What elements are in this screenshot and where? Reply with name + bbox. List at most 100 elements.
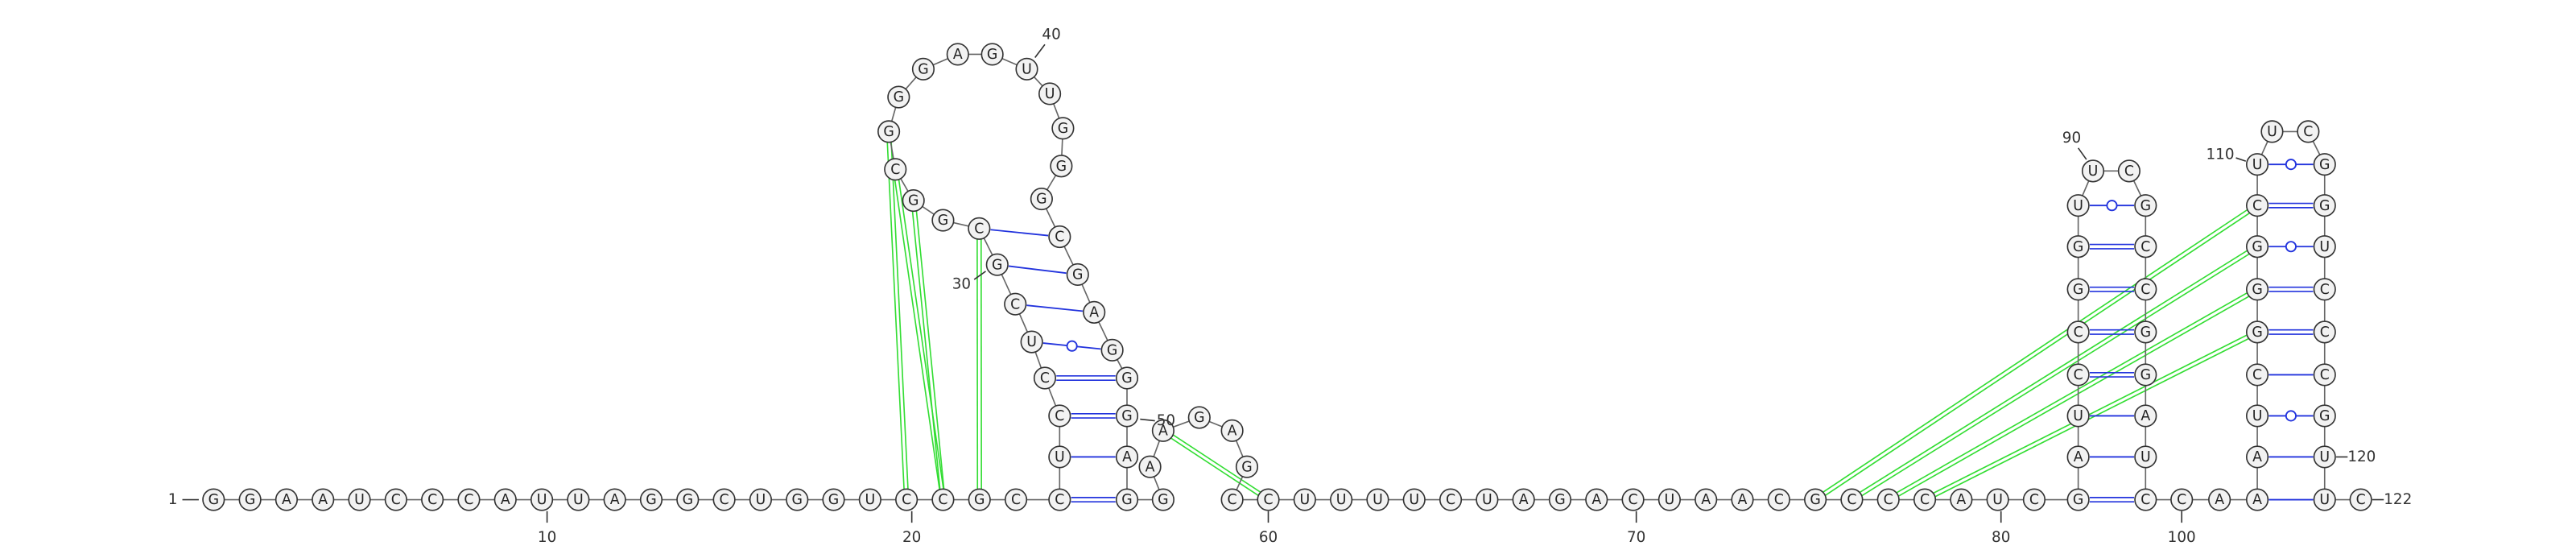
nucleotide-circle bbox=[1033, 366, 1057, 390]
nucleotide-circle bbox=[1004, 488, 1028, 511]
position-label: 10 bbox=[538, 529, 556, 546]
nucleotide-letter: C bbox=[1055, 408, 1064, 424]
nucleotide-letter: C bbox=[391, 492, 401, 508]
nucleotide-circle bbox=[2134, 488, 2157, 511]
nucleotide-letter: U bbox=[865, 492, 875, 508]
position-label: 70 bbox=[1627, 529, 1645, 546]
nucleotide-letter: U bbox=[1026, 334, 1037, 350]
nucleotide-letter: U bbox=[573, 492, 584, 508]
tertiary-line bbox=[1887, 287, 2257, 499]
nucleotide-circle bbox=[1038, 82, 1062, 105]
nucleotide: G bbox=[2134, 194, 2157, 217]
nucleotide-circle bbox=[1051, 117, 1075, 140]
nucleotide-letter: G bbox=[1036, 192, 1046, 208]
tertiary-line bbox=[886, 131, 906, 500]
nucleotide: C bbox=[1257, 488, 1280, 511]
nucleotide-circle bbox=[1115, 404, 1139, 428]
nucleotide: A bbox=[2208, 488, 2231, 511]
nucleotide: U bbox=[2081, 159, 2105, 183]
nucleotide-letter: G bbox=[1072, 267, 1083, 283]
nucleotide-circle bbox=[2022, 488, 2046, 511]
tertiary-line bbox=[1816, 206, 2259, 502]
nucleotide-circle bbox=[1083, 300, 1106, 324]
nucleotide-circle bbox=[2313, 404, 2336, 428]
nucleotide-letter: U bbox=[1055, 449, 1065, 465]
nucleotide-circle bbox=[2260, 120, 2284, 143]
nucleotide-circle bbox=[2081, 159, 2105, 183]
pair-line bbox=[1008, 265, 1067, 275]
nucleotide: G bbox=[968, 488, 991, 511]
nucleotide-circle bbox=[1439, 488, 1463, 511]
nucleotide: G bbox=[1050, 155, 1073, 178]
nucleotide: U bbox=[2134, 445, 2157, 469]
nucleotide-circle bbox=[902, 189, 925, 213]
nucleotide: U bbox=[1986, 488, 2009, 511]
nucleotide-circle bbox=[1115, 445, 1139, 469]
nucleotide: U bbox=[1330, 488, 1353, 511]
nucleotide: U bbox=[1402, 488, 1426, 511]
nucleotide-letter: G bbox=[1121, 408, 1132, 424]
nucleotide-letter: G bbox=[987, 47, 997, 63]
nucleotide-letter: G bbox=[2073, 239, 2083, 255]
nucleotide: A bbox=[603, 488, 626, 511]
nucleotide-circle bbox=[1950, 488, 1973, 511]
nucleotide-letter: A bbox=[1146, 459, 1155, 475]
tertiary-line bbox=[910, 201, 942, 500]
nucleotide-circle bbox=[2134, 194, 2157, 217]
nucleotide-circle bbox=[1913, 488, 1937, 511]
nucleotide-letter: G bbox=[2140, 367, 2151, 383]
nucleotide-letter: C bbox=[1228, 492, 1237, 508]
nucleotide: A bbox=[1115, 445, 1139, 469]
nucleotide: U bbox=[2066, 194, 2090, 217]
nucleotide: G bbox=[1115, 366, 1139, 390]
nucleotide: G bbox=[2134, 363, 2157, 387]
nucleotide-letter: G bbox=[2140, 325, 2151, 341]
nucleotide: G bbox=[202, 488, 225, 511]
nucleotide-letter: C bbox=[1847, 492, 1856, 508]
nucleotide-letter: G bbox=[1158, 492, 1168, 508]
nucleotide: C bbox=[2134, 235, 2157, 258]
nucleotide-letter: C bbox=[1446, 492, 1455, 508]
nucleotide-letter: G bbox=[2140, 198, 2151, 214]
nucleotide-letter: C bbox=[2252, 367, 2262, 383]
nucleotide-circle bbox=[1187, 406, 1211, 429]
nucleotide: U bbox=[2313, 445, 2336, 469]
nucleotide-letter: C bbox=[1263, 492, 1273, 508]
nucleotide: A bbox=[2246, 488, 2269, 511]
nucleotide-letter: G bbox=[1107, 342, 1117, 358]
nucleotide-circle bbox=[1048, 488, 1071, 511]
nucleotide-circle bbox=[1621, 488, 1645, 511]
nucleotide-circle bbox=[1476, 488, 1499, 511]
nucleotide-letter: G bbox=[938, 213, 948, 229]
nucleotide-circle bbox=[676, 488, 700, 511]
nucleotide-circle bbox=[202, 488, 225, 511]
nucleotide-circle bbox=[887, 85, 910, 109]
nucleotide: G bbox=[2313, 153, 2336, 176]
nucleotide-letter: U bbox=[537, 492, 547, 508]
nucleotide: C bbox=[2246, 194, 2269, 217]
nucleotide-circle bbox=[2066, 488, 2090, 511]
nucleotide: G bbox=[2313, 194, 2336, 217]
nucleotide-circle bbox=[822, 488, 845, 511]
nucleotide: A bbox=[1512, 488, 1535, 511]
nucleotide-circle bbox=[2313, 363, 2336, 387]
nucleotide: C bbox=[1004, 292, 1027, 316]
nucleotide-letter: G bbox=[2073, 492, 2083, 508]
nucleotide-letter: G bbox=[974, 492, 985, 508]
nucleotide-circle bbox=[567, 488, 590, 511]
nucleotide: C bbox=[2313, 363, 2336, 387]
label-tick bbox=[2235, 157, 2247, 162]
nucleotide-circle bbox=[1548, 488, 1572, 511]
nucleotide-letter: C bbox=[2029, 492, 2039, 508]
nucleotide-circle bbox=[2066, 404, 2090, 428]
nucleotide-letter: A bbox=[1591, 492, 1601, 508]
nucleotide-letter: C bbox=[427, 492, 437, 508]
nucleotide-circle bbox=[1048, 225, 1071, 249]
nucleotide-circle bbox=[639, 488, 663, 511]
nucleotide: U bbox=[2313, 488, 2336, 511]
nucleotide-letter: A bbox=[501, 492, 510, 508]
nucleotide-letter: G bbox=[918, 61, 928, 77]
nucleotide: G bbox=[1066, 263, 1089, 287]
tertiary-line bbox=[1889, 290, 2259, 502]
